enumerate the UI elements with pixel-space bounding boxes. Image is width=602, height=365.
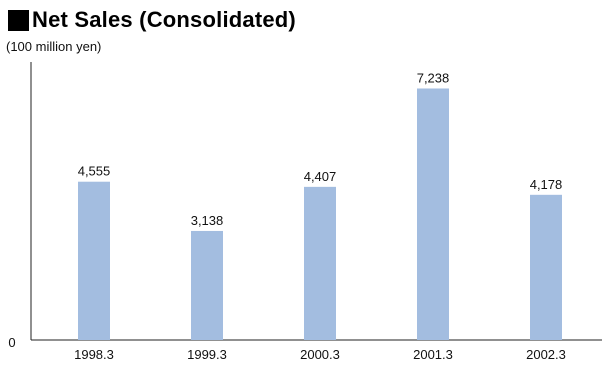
chart-title: Net Sales (Consolidated) (32, 7, 296, 32)
y-tick-label: 0 (8, 335, 15, 350)
bar-1999.3 (191, 230, 223, 340)
x-tick-label-2002.3: 2002.3 (526, 347, 566, 362)
data-label-2000.3: 4,407 (304, 169, 337, 184)
x-tick-label-2000.3: 2000.3 (300, 347, 340, 362)
data-label-1999.3: 3,138 (191, 213, 224, 228)
bar-2002.3 (530, 194, 562, 340)
x-tick-label-1999.3: 1999.3 (187, 347, 227, 362)
x-tick-label-2001.3: 2001.3 (413, 347, 453, 362)
bar-2001.3 (417, 88, 449, 341)
x-tick-label-1998.3: 1998.3 (74, 347, 114, 362)
data-label-2002.3: 4,178 (530, 177, 563, 192)
data-label-1998.3: 4,555 (78, 164, 111, 179)
bar-1998.3 (78, 181, 110, 340)
title-bullet-square (8, 9, 29, 31)
chart-title-row: Net Sales (Consolidated) (8, 6, 296, 34)
data-label-2001.3: 7,238 (417, 70, 450, 85)
bar-2000.3 (304, 186, 336, 340)
y-axis-unit-label: (100 million yen) (6, 39, 102, 54)
